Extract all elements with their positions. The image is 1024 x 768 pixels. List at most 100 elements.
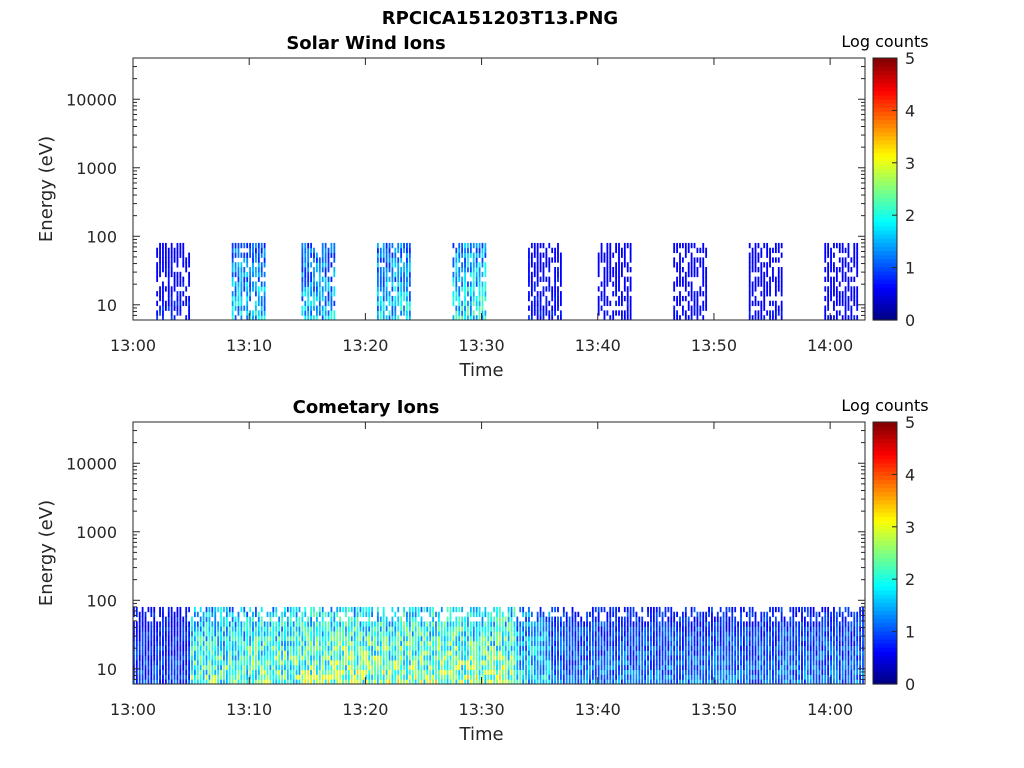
heatmap-cell (182, 655, 185, 661)
heatmap-cell (557, 659, 559, 666)
heatmap-cell (426, 621, 429, 627)
heatmap-cell (728, 606, 731, 613)
heatmap-cell (391, 257, 394, 263)
heatmap-cell (615, 281, 617, 287)
heatmap-cell (835, 300, 838, 307)
heatmap-cell (737, 640, 739, 646)
heatmap-cell (336, 674, 339, 680)
heatmap-cell (679, 640, 681, 646)
heatmap-cell (658, 659, 661, 666)
heatmap-cell (536, 310, 539, 316)
heatmap-cell (234, 674, 237, 680)
heatmap-cell (269, 674, 272, 680)
heatmap-cell (249, 655, 251, 661)
heatmap-cell (780, 640, 783, 646)
heatmap-cell (263, 645, 266, 651)
heatmap-cell (330, 252, 333, 258)
heatmap-cell (414, 631, 417, 637)
heatmap-cell (745, 631, 748, 637)
heatmap-cell (455, 291, 458, 297)
heatmap-cell (615, 664, 617, 671)
heatmap-cell (705, 640, 708, 646)
heatmap-cell (377, 631, 379, 637)
heatmap-cell (536, 635, 539, 642)
heatmap-cell (455, 659, 458, 666)
heatmap-cell (356, 611, 359, 618)
heatmap-cell (528, 635, 530, 642)
heatmap-cell (228, 655, 231, 661)
heatmap-cell (519, 659, 522, 666)
heatmap-cell (760, 300, 763, 307)
heatmap-cell (661, 679, 664, 685)
heatmap-cell (199, 640, 202, 646)
heatmap-cell (652, 606, 655, 613)
heatmap-cell (536, 616, 539, 622)
heatmap-cell (472, 286, 475, 292)
heatmap-cell (176, 276, 179, 282)
heatmap-cell (382, 616, 385, 622)
heatmap-cell (223, 650, 225, 656)
heatmap-cell (745, 640, 748, 646)
heatmap-cell (345, 611, 347, 618)
heatmap-cell (191, 626, 193, 632)
heatmap-cell (205, 631, 208, 637)
colorbar-segment (873, 311, 897, 317)
heatmap-cell (542, 267, 545, 273)
heatmap-cell (278, 631, 281, 637)
heatmap-cell (330, 305, 333, 311)
heatmap-cell (475, 300, 478, 307)
heatmap-cell (449, 616, 452, 622)
colorbar-segment (873, 303, 897, 309)
heatmap-cell (310, 674, 312, 680)
heatmap-cell (368, 621, 371, 627)
heatmap-cell (185, 626, 188, 632)
heatmap-cell (435, 611, 437, 618)
heatmap-cell (464, 626, 466, 632)
heatmap-cell (838, 281, 841, 287)
heatmap-cell (284, 664, 286, 671)
heatmap-cell (565, 621, 568, 627)
heatmap-cell (522, 659, 525, 666)
heatmap-cell (766, 679, 769, 685)
heatmap-cell (440, 650, 443, 656)
heatmap-cell (490, 669, 493, 675)
heatmap-cell (310, 679, 312, 685)
heatmap-cell (743, 626, 745, 632)
heatmap-cell (528, 640, 530, 646)
heatmap-cell (449, 635, 452, 642)
heatmap-cell (252, 315, 254, 321)
heatmap-cell (560, 271, 562, 278)
heatmap-cell (205, 679, 208, 685)
heatmap-cell (420, 669, 423, 675)
heatmap-cell (260, 262, 263, 268)
heatmap-cell (365, 640, 368, 646)
heatmap-cell (310, 281, 312, 287)
heatmap-cell (777, 655, 780, 661)
heatmap-cell (353, 655, 356, 661)
heatmap-cell (844, 286, 847, 292)
heatmap-cell (754, 635, 757, 642)
heatmap-cell (420, 655, 423, 661)
heatmap-cell (458, 286, 461, 292)
heatmap-cell (162, 626, 164, 632)
heatmap-cell (188, 626, 190, 632)
heatmap-cell (557, 664, 559, 671)
heatmap-cell (751, 655, 754, 661)
heatmap-cell (382, 247, 385, 254)
heatmap-cell (379, 276, 382, 282)
heatmap-cell (234, 655, 237, 661)
heatmap-cell (307, 659, 310, 666)
heatmap-cell (519, 626, 522, 632)
heatmap-cell (835, 315, 838, 321)
heatmap-cell (458, 674, 461, 680)
heatmap-cell (289, 679, 292, 685)
heatmap-cell (269, 679, 272, 685)
heatmap-cell (635, 674, 638, 680)
heatmap-cell (455, 631, 458, 637)
heatmap-cell (676, 267, 678, 273)
heatmap-cell (382, 242, 385, 249)
heatmap-cell (667, 626, 670, 632)
heatmap-cell (539, 242, 542, 249)
heatmap-cell (438, 640, 440, 646)
heatmap-cell (583, 659, 586, 666)
